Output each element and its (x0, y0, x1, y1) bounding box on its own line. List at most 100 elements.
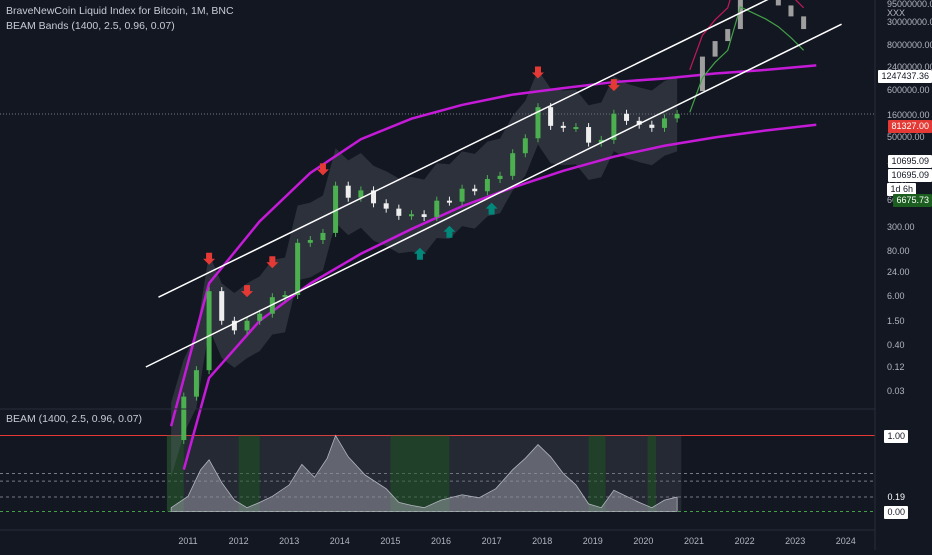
shade-layer (171, 69, 678, 478)
price-candle (257, 313, 263, 321)
y-tick-label: 80.00 (887, 246, 910, 256)
sell-arrow-icon (316, 163, 329, 176)
band-layer (169, 64, 817, 470)
price-candle (307, 240, 313, 243)
price-candle (434, 200, 440, 217)
osc-tag-zero: 0.00 (884, 506, 908, 519)
y-tick-label: XXX (887, 8, 905, 18)
price-candle (459, 188, 465, 202)
osc-area (170, 434, 678, 512)
osc-green-zone (390, 435, 450, 512)
x-tick-label: 2013 (279, 536, 299, 546)
price-candle (573, 127, 579, 130)
price-candle (586, 127, 592, 143)
price-candle (535, 107, 541, 139)
y-tick-label: 600000.00 (887, 85, 930, 95)
price-candle (649, 124, 655, 128)
buy-arrow-icon (413, 247, 426, 260)
x-tick-label: 2024 (836, 536, 856, 546)
price-candle (206, 291, 212, 371)
price-candle (383, 203, 389, 209)
price-tag-band-lower: 6675.73 (893, 194, 932, 207)
countdown-tag: 1d 6h (887, 183, 916, 196)
price-candle (345, 185, 351, 198)
price-candle (371, 190, 377, 204)
price-candle (446, 200, 452, 203)
channel-lower-line (145, 23, 842, 368)
chart-title: BraveNewCoin Liquid Index for Bitcoin, 1… (6, 5, 234, 17)
candle-layer (181, 0, 807, 445)
price-candle (636, 120, 642, 125)
sell-arrow-icon (531, 66, 544, 79)
osc-green-zone (647, 435, 657, 512)
price-tag-last-price-2: 10695.09 (888, 169, 932, 182)
x-tick-label: 2017 (482, 536, 502, 546)
price-candle (472, 188, 478, 192)
osc-tag-one: 1.00 (884, 430, 908, 443)
price-candle (560, 125, 566, 128)
y-tick-label: 50000.00 (887, 132, 925, 142)
price-envelope (171, 69, 678, 478)
price-candle (548, 107, 554, 126)
price-candle (421, 214, 427, 217)
sell-arrow-icon (203, 252, 216, 265)
x-tick-label: 2011 (178, 536, 197, 546)
price-candle (333, 185, 339, 233)
x-tick-label: 2022 (735, 536, 755, 546)
price-tag-last-price: 10695.09 (888, 155, 932, 168)
y-tick-label: 6.00 (887, 291, 905, 301)
projection-lower-line (689, 6, 805, 113)
price-candle (193, 370, 199, 397)
y-tick-label: 160000.00 (887, 110, 930, 120)
x-tick-label: 2019 (583, 536, 603, 546)
y-tick-label: 30000000.00 (887, 17, 932, 27)
signal-layer (203, 66, 620, 298)
y-tick-label: 1.50 (887, 316, 905, 326)
y-tick-label: 2400000.00 (887, 62, 932, 72)
x-tick-label: 2012 (229, 536, 249, 546)
x-tick-label: 2021 (684, 536, 704, 546)
x-tick-label: 2014 (330, 536, 350, 546)
projection-candle (737, 0, 743, 30)
price-candle (219, 291, 225, 321)
buy-arrow-icon (485, 202, 498, 215)
x-tick-label: 2018 (532, 536, 552, 546)
price-candle (244, 320, 250, 331)
projection-candle (725, 29, 731, 42)
osc-shade (166, 435, 682, 512)
price-candle (320, 232, 326, 240)
trend-layer (145, 0, 842, 368)
buy-arrow-icon (443, 225, 456, 238)
y-tick-label: 300.00 (887, 222, 915, 232)
price-candle (484, 179, 490, 192)
y-tick-label: 24.00 (887, 267, 910, 277)
oscillator-legend[interactable]: BEAM (1400, 2.5, 0.96, 0.07) (6, 413, 142, 425)
osc-green-zone (238, 435, 260, 512)
osc-green-zone (166, 435, 184, 512)
projection-candle (699, 56, 705, 92)
price-candle (674, 114, 680, 119)
price-candle (510, 153, 516, 176)
channel-upper-line (158, 0, 769, 298)
x-tick-label: 2016 (431, 536, 451, 546)
price-candle (231, 320, 237, 331)
price-candle (522, 138, 528, 154)
price-candle (181, 396, 187, 441)
y-tick-label: 8000000.00 (887, 40, 932, 50)
x-tick-label: 2015 (380, 536, 400, 546)
sell-arrow-icon (266, 256, 279, 269)
price-tag-band-upper: 81327.00 (888, 120, 932, 133)
oscillator-layer (0, 434, 875, 512)
projection-candle (712, 41, 718, 57)
sell-arrow-icon (241, 285, 254, 298)
price-tag-resistance: 1247437.36 (878, 70, 932, 83)
y-tick-label: 0.03 (887, 386, 905, 396)
y-tick-label: 95000000.00 (887, 0, 932, 9)
price-candle (661, 118, 667, 128)
sell-arrow-icon (607, 79, 620, 92)
projection-candle (775, 0, 781, 6)
indicator-legend[interactable]: BEAM Bands (1400, 2.5, 0.96, 0.07) (6, 20, 175, 32)
x-tick-label: 2023 (785, 536, 805, 546)
